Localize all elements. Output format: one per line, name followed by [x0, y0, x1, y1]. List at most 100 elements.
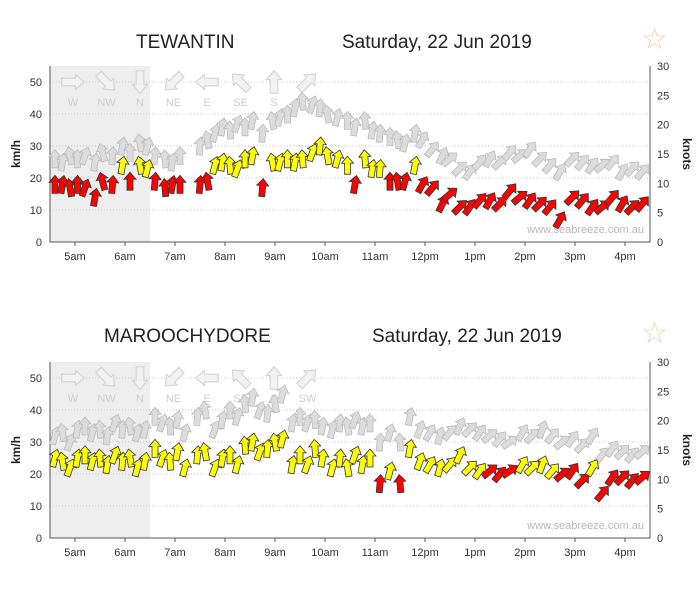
gust-arrow	[138, 419, 153, 440]
direction-label: NE	[166, 97, 181, 109]
wind-arrow	[88, 187, 103, 208]
y-right-axis-title: knots	[680, 434, 694, 466]
gust-arrow	[523, 428, 540, 445]
direction-legend-arrow-icon	[265, 69, 283, 94]
gust-arrow	[123, 142, 137, 162]
tewantin-panel: 0 10 20 30 40 50 0 5 10 15 20 25 30 km/h knots 5am 6am 7a…	[9, 23, 694, 263]
wind-arrow	[398, 171, 413, 192]
x-tick-label: 5am	[64, 251, 85, 263]
gust-arrow	[246, 387, 260, 408]
x-tick-label: 8am	[214, 251, 235, 263]
wind-arrow	[313, 136, 327, 156]
wind-arrow	[530, 196, 547, 213]
x-tick-label: 12pm	[411, 251, 439, 263]
wind-arrow	[173, 174, 187, 194]
wind-arrow	[348, 445, 363, 465]
wind-arrow	[452, 446, 467, 465]
gust-arrow	[88, 152, 103, 172]
gust-arrow	[373, 432, 387, 452]
wind-arrow	[231, 159, 245, 179]
wind-arrow	[613, 470, 630, 487]
x-tick-label: 12pm	[411, 547, 439, 559]
wind-arrow	[441, 457, 457, 474]
gust-arrow	[122, 416, 137, 436]
y-right-tick-label: 20	[657, 416, 669, 428]
wind-arrow	[514, 456, 530, 475]
gust-arrow	[623, 161, 640, 178]
chart-date: Saturday, 22 Jun 2019	[342, 32, 532, 53]
wind-arrow	[541, 199, 557, 217]
gust-arrow	[603, 154, 619, 172]
gust-arrow	[148, 146, 162, 166]
gust-arrow	[132, 133, 147, 153]
wind-arrow	[340, 458, 354, 478]
gust-arrow	[564, 430, 580, 449]
wind-arrow	[178, 458, 193, 478]
gust-arrow	[482, 150, 497, 169]
gust-arrow	[633, 445, 650, 461]
wind-arrow	[482, 192, 497, 211]
gust-arrow	[633, 164, 649, 181]
x-tick-label: 10am	[311, 547, 339, 559]
star-outline-icon[interactable]: ☆	[641, 23, 668, 56]
x-tick-label: 11am	[362, 547, 389, 559]
y-right-tick-label: 25	[657, 90, 669, 102]
y-right-tick-label: 10	[657, 474, 669, 486]
gust-arrow	[480, 429, 498, 445]
y-tick-label: 40	[30, 109, 42, 121]
direction-label: NW	[97, 97, 116, 109]
gust-arrow	[95, 143, 109, 163]
gust-arrow	[78, 146, 93, 166]
gust-arrow	[573, 154, 589, 172]
gust-arrow	[613, 444, 630, 461]
x-tick-label: 1pm	[464, 251, 485, 263]
gust-arrow	[604, 440, 620, 459]
wind-arrow	[308, 438, 322, 459]
wind-arrow	[480, 464, 498, 480]
gust-arrow	[584, 427, 600, 446]
gust-arrow	[500, 435, 518, 451]
y-right-tick-label: 30	[657, 357, 669, 369]
direction-legend-arrow-icon	[265, 365, 283, 390]
tewantin-wind-chart: 0 10 20 30 40 50 0 5 10 15 20 25 30 km/h knots 5am 6am 7a…	[9, 61, 694, 263]
wind-arrow	[301, 455, 315, 475]
wind-arrow	[543, 463, 559, 481]
gust-arrow	[178, 423, 193, 443]
wind-arrow	[348, 174, 363, 195]
x-tick-label: 9am	[264, 547, 285, 559]
gust-arrow	[373, 123, 387, 143]
wind-arrow	[593, 485, 609, 503]
direction-label: S	[270, 97, 277, 109]
wind-arrow	[223, 445, 237, 465]
wind-arrow	[122, 448, 137, 468]
location-title: TEWANTIN	[136, 32, 235, 53]
direction-legend-arrow-icon	[231, 73, 252, 94]
y-right-axis-title: knots	[680, 138, 694, 170]
wind-arrow	[422, 456, 437, 475]
wind-arrow	[593, 200, 610, 216]
wind-arrow	[573, 473, 590, 490]
gust-arrow	[398, 133, 413, 153]
x-tick-label: 3pm	[564, 547, 585, 559]
y-right-tick-label: 30	[657, 61, 669, 73]
star-outline-icon[interactable]: ☆	[641, 317, 668, 350]
gust-arrow	[148, 406, 162, 426]
gust-arrow	[422, 424, 437, 443]
direction-legend-arrow-icon	[164, 366, 185, 387]
wind-arrow	[132, 155, 147, 176]
gust-arrow	[521, 141, 537, 159]
wind-arrow	[93, 448, 107, 468]
wind-arrow	[95, 171, 109, 192]
gust-arrow	[501, 145, 517, 162]
wind-arrow	[293, 445, 307, 465]
gust-arrow	[440, 152, 458, 168]
gust-arrow	[461, 163, 477, 182]
maroochydore-wind-chart: 0 10 20 30 40 50 0 5 10 15 20 25 30 km/h knots 5am 6am 7a…	[9, 357, 694, 559]
y-tick-label: 20	[30, 173, 42, 185]
gust-arrow	[390, 130, 404, 150]
gust-arrow	[348, 117, 363, 137]
x-tick-label: 6am	[114, 251, 135, 263]
wind-arrow	[78, 178, 93, 198]
direction-legend-arrow-icon	[164, 70, 185, 91]
direction-label: W	[68, 97, 79, 109]
